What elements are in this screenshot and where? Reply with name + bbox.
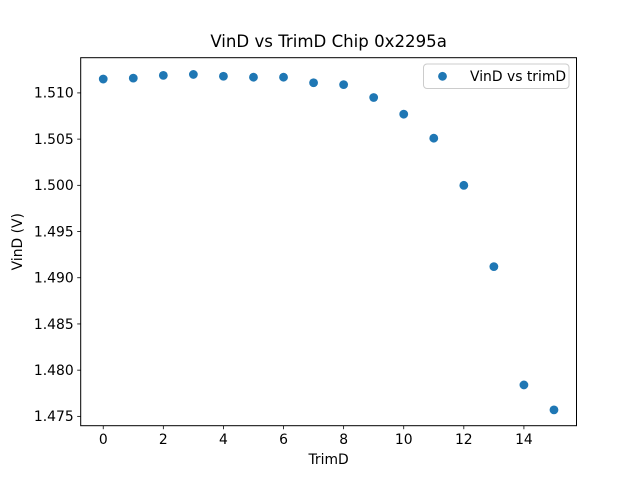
y-tick-label: 1.490	[34, 271, 74, 287]
data-point	[519, 380, 529, 390]
x-axis-ticks: 0 2 4 6 8 10 12 14	[99, 425, 533, 448]
y-tick-label: 1.500	[34, 178, 74, 194]
x-tick-label: 4	[219, 432, 228, 448]
data-point	[549, 405, 559, 415]
data-point	[249, 72, 258, 82]
x-tick-label: 2	[159, 432, 168, 448]
y-tick-label: 1.495	[34, 224, 74, 240]
y-axis-ticks: 1.475 1.480 1.485 1.490 1.495 1.500 1.505 1.510	[34, 86, 81, 425]
legend-label: VinD vs trimD	[470, 69, 566, 85]
y-tick-label: 1.485	[34, 317, 74, 333]
data-point	[339, 80, 349, 89]
x-tick-label: 10	[395, 432, 413, 448]
data-point	[188, 70, 198, 79]
data-point	[309, 78, 318, 88]
data-point	[429, 133, 439, 143]
x-tick-label: 6	[279, 432, 288, 448]
legend-frame	[423, 63, 570, 89]
legend: VinD vs trimD	[423, 63, 570, 89]
y-tick-label: 1.505	[34, 132, 74, 148]
data-points	[98, 70, 559, 415]
x-tick-label: 12	[455, 432, 473, 448]
x-tick-label: 8	[339, 432, 348, 448]
data-point	[279, 72, 288, 82]
data-point	[219, 71, 228, 81]
data-point	[128, 73, 138, 83]
x-tick-label: 14	[515, 432, 533, 448]
y-tick-label: 1.480	[34, 363, 74, 379]
data-point	[369, 93, 379, 102]
legend-marker-icon	[438, 71, 447, 81]
data-point	[459, 180, 469, 190]
data-point	[98, 74, 108, 84]
y-tick-label: 1.510	[34, 86, 74, 102]
x-axis-label: TrimD	[307, 452, 348, 468]
x-tick-label: 0	[99, 432, 108, 448]
data-point	[489, 262, 499, 272]
data-point	[399, 109, 409, 119]
plot-area	[80, 57, 577, 427]
chart-title: VinD vs TrimD Chip 0x2295a	[210, 32, 447, 51]
data-point	[158, 70, 168, 80]
y-tick-label: 1.475	[34, 409, 74, 425]
y-axis-label: VinD (V)	[10, 213, 26, 270]
